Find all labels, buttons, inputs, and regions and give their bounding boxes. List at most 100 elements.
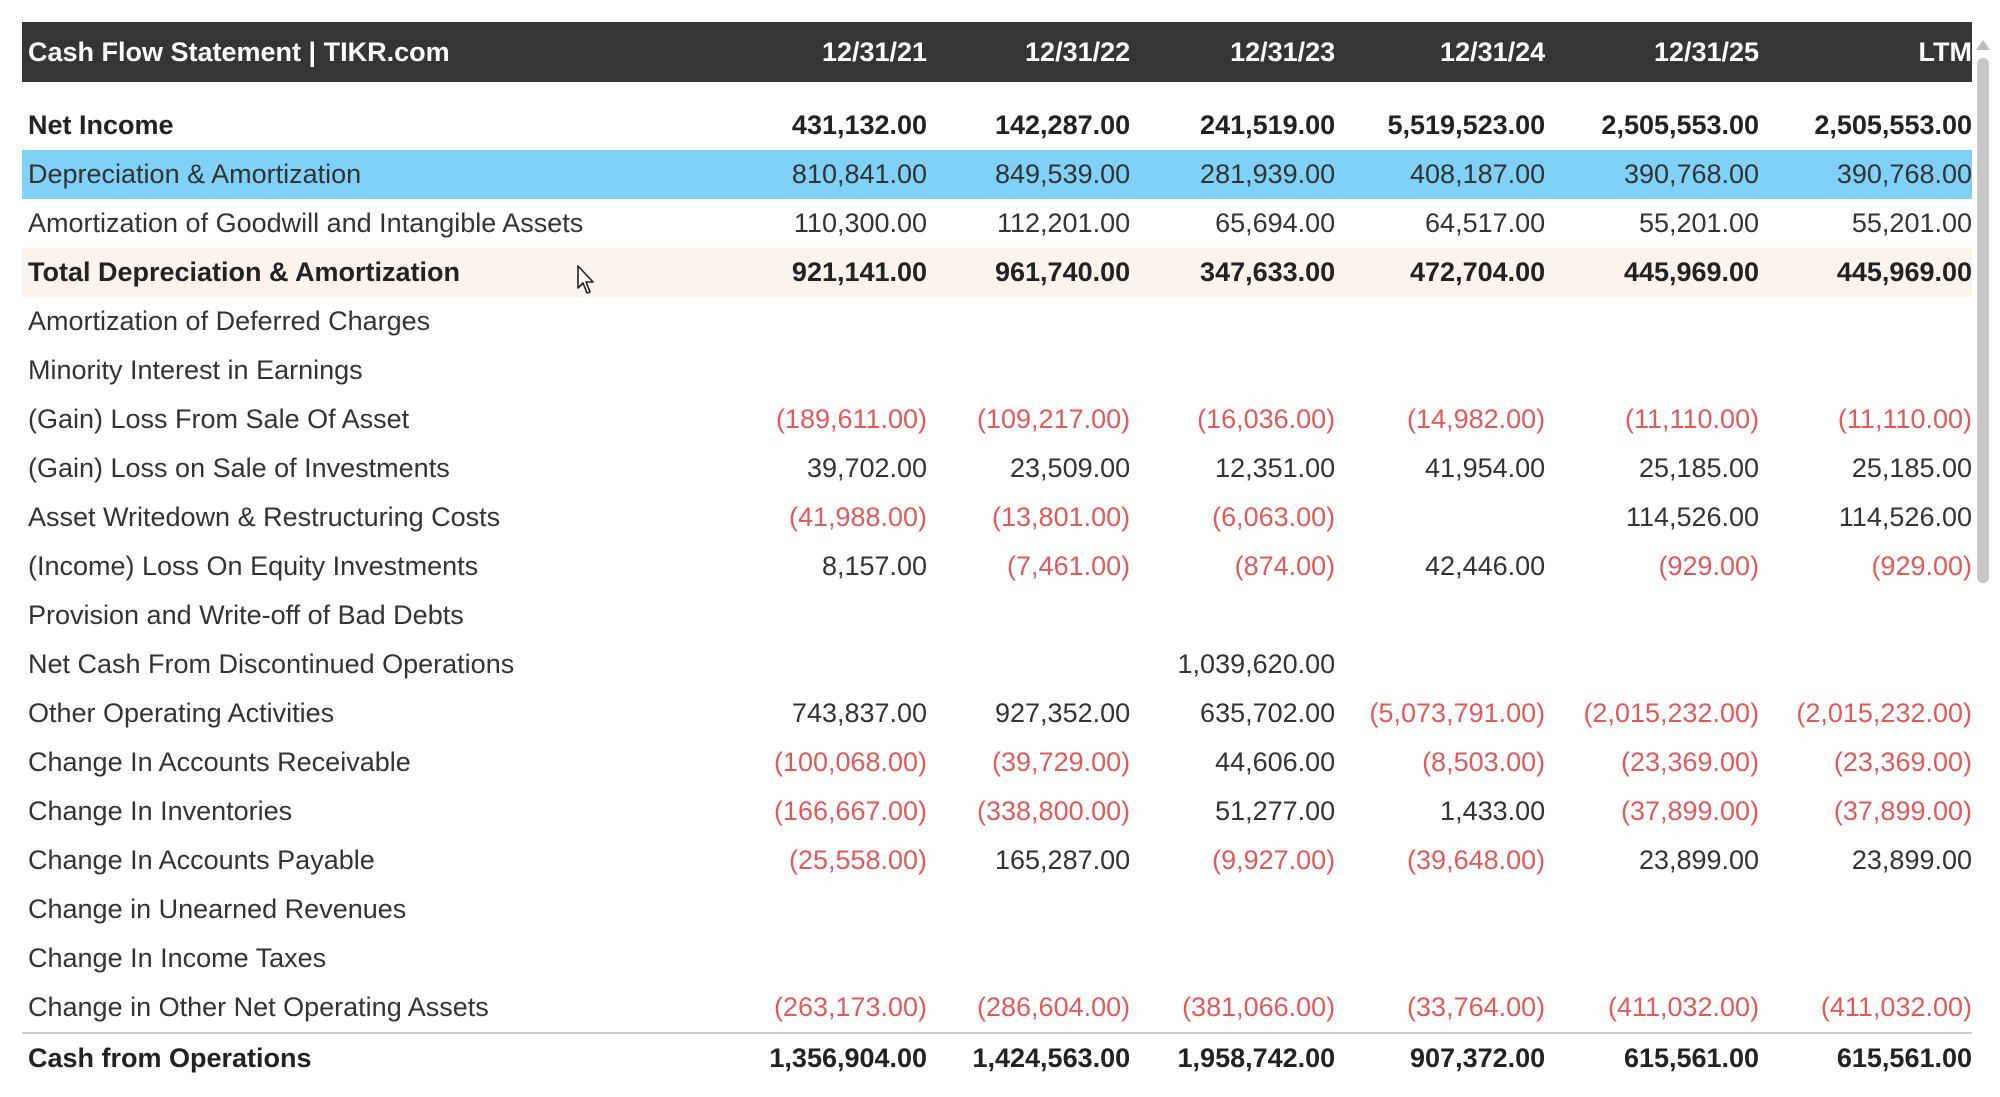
row-value: 743,837.00 <box>791 698 928 728</box>
row-value: 39,702.00 <box>806 453 928 483</box>
vertical-scrollbar[interactable] <box>1976 40 1990 1080</box>
row-value: 408,187.00 <box>1410 159 1546 189</box>
row-value: (37,899.00) <box>1833 796 1973 826</box>
row-label: Cash from Operations <box>28 1043 312 1073</box>
row-value: (166,667.00) <box>773 796 928 826</box>
row-value: 114,526.00 <box>1838 502 1973 532</box>
row-value: (411,032.00) <box>1820 992 1973 1022</box>
table-row[interactable]: Asset Writedown & Restructuring Costs (41… <box>22 493 1972 542</box>
row-label: Depreciation & Amortization <box>28 159 362 189</box>
row-value: 635,702.00 <box>1200 698 1336 728</box>
row-value: 472,704.00 <box>1410 257 1546 287</box>
row-value: 25,185.00 <box>1851 453 1973 483</box>
row-value: 921,141.00 <box>791 257 928 287</box>
row-value: 8,157.00 <box>821 551 928 581</box>
row-label: Change in Other Net Operating Assets <box>28 992 489 1022</box>
row-value: 2,505,553.00 <box>1814 110 1973 140</box>
row-label: (Income) Loss On Equity Investments <box>28 551 479 581</box>
table-body: Net Income 431,132.00 142,287.00 241,519.00… <box>22 101 1972 1083</box>
column-header[interactable]: 12/31/22 <box>1025 36 1131 67</box>
row-value: 2,505,553.00 <box>1601 110 1760 140</box>
row-value: (286,604.00) <box>977 992 1131 1022</box>
row-value: (2,015,232.00) <box>1796 698 1973 728</box>
row-value: 5,519,523.00 <box>1387 110 1546 140</box>
row-value: (37,899.00) <box>1620 796 1760 826</box>
row-label: Other Operating Activities <box>28 698 335 728</box>
row-value: 390,768.00 <box>1836 159 1973 189</box>
row-value: (39,729.00) <box>992 747 1131 777</box>
row-value: (411,032.00) <box>1607 992 1760 1022</box>
row-value: (23,369.00) <box>1620 747 1760 777</box>
row-value: 110,300.00 <box>793 208 928 238</box>
row-label: Minority Interest in Earnings <box>28 355 363 385</box>
table-row[interactable]: (Gain) Loss on Sale of Investments 39,702… <box>22 444 1972 493</box>
column-header[interactable]: 12/31/24 <box>1440 36 1546 67</box>
row-value: 849,539.00 <box>995 159 1131 189</box>
cash-flow-table: Cash Flow Statement | TIKR.com 12/31/21 … <box>22 22 1972 1083</box>
scroll-up-arrow-icon[interactable] <box>1976 40 1990 50</box>
row-value: (11,110.00) <box>1837 404 1973 434</box>
table-row[interactable]: Change in Unearned Revenues <box>22 885 1972 934</box>
row-value: (8,503.00) <box>1422 747 1546 777</box>
table-row[interactable]: Change In Accounts Receivable (100,068.00… <box>22 738 1972 787</box>
row-label: Change In Inventories <box>28 796 293 826</box>
column-header[interactable]: LTM <box>1918 36 1973 67</box>
table-row[interactable]: (Gain) Loss From Sale Of Asset (189,611.0… <box>22 395 1972 444</box>
table-row[interactable]: Other Operating Activities 743,837.00 927,… <box>22 689 1972 738</box>
table-row[interactable]: Total Depreciation & Amortization 921,141… <box>22 248 1972 297</box>
row-value: (338,800.00) <box>977 796 1131 826</box>
scrollbar-thumb[interactable] <box>1977 58 1989 583</box>
table-row[interactable]: (Income) Loss On Equity Investments 8,157… <box>22 542 1972 591</box>
table-row[interactable]: Minority Interest in Earnings <box>22 346 1972 395</box>
table-row[interactable]: Change In Income Taxes <box>22 934 1972 983</box>
table-title: Cash Flow Statement | TIKR.com <box>28 36 450 67</box>
table-row[interactable]: Net Cash From Discontinued Operations 1,0… <box>22 640 1972 689</box>
table-row[interactable]: Change in Other Net Operating Assets (263… <box>22 983 1972 1032</box>
row-label: Total Depreciation & Amortization <box>28 257 461 287</box>
table-row[interactable]: Amortization of Deferred Charges <box>22 297 1972 346</box>
row-value: 51,277.00 <box>1215 796 1336 826</box>
row-value: (263,173.00) <box>773 992 928 1022</box>
row-value: 12,351.00 <box>1215 453 1336 483</box>
table-row[interactable]: Provision and Write-off of Bad Debts <box>22 591 1972 640</box>
row-value: 23,509.00 <box>1010 453 1131 483</box>
row-value: 810,841.00 <box>791 159 928 189</box>
column-header[interactable]: 12/31/23 <box>1230 36 1336 67</box>
row-value: (109,217.00) <box>977 404 1131 434</box>
row-label: Change In Accounts Payable <box>28 845 375 875</box>
row-value: 23,899.00 <box>1638 845 1760 875</box>
row-label: Asset Writedown & Restructuring Costs <box>28 502 501 532</box>
row-label: Amortization of Goodwill and Intangible … <box>28 208 584 238</box>
row-label: Net Income <box>28 110 174 140</box>
row-value: 1,424,563.00 <box>972 1043 1131 1073</box>
table-row[interactable]: Change In Inventories (166,667.00) (338,80… <box>22 787 1972 836</box>
row-value: 64,517.00 <box>1425 208 1546 238</box>
row-value: 431,132.00 <box>791 110 928 140</box>
column-header[interactable]: 12/31/25 <box>1653 36 1760 67</box>
row-value: 25,185.00 <box>1638 453 1760 483</box>
row-value: (23,369.00) <box>1833 747 1973 777</box>
row-value: 1,433.00 <box>1440 796 1546 826</box>
row-value: (14,982.00) <box>1407 404 1546 434</box>
table-row[interactable]: Net Income 431,132.00 142,287.00 241,519.00… <box>22 101 1972 150</box>
row-value: (11,110.00) <box>1624 404 1760 434</box>
column-header[interactable]: 12/31/21 <box>821 36 928 67</box>
row-value: 1,356,904.00 <box>769 1043 928 1073</box>
table-row[interactable]: Cash from Operations 1,356,904.00 1,424,56… <box>22 1032 1972 1083</box>
row-value: 44,606.00 <box>1215 747 1336 777</box>
table-row[interactable]: Amortization of Goodwill and Intangible … <box>22 199 1972 248</box>
row-value: (381,066.00) <box>1182 992 1336 1022</box>
row-value: (100,068.00) <box>773 747 928 777</box>
row-value: (2,015,232.00) <box>1583 698 1760 728</box>
row-label: Provision and Write-off of Bad Debts <box>28 600 464 630</box>
row-value: 112,201.00 <box>997 208 1131 238</box>
row-value: (33,764.00) <box>1407 992 1546 1022</box>
row-value: (7,461.00) <box>1007 551 1131 581</box>
table-row[interactable]: Depreciation & Amortization 810,841.00 849… <box>22 150 1972 199</box>
row-label: Change in Unearned Revenues <box>28 894 407 924</box>
table-row[interactable]: Change In Accounts Payable (25,558.00) 165… <box>22 836 1972 885</box>
row-value: 142,287.00 <box>995 110 1131 140</box>
row-value: 65,694.00 <box>1215 208 1336 238</box>
row-value: 347,633.00 <box>1200 257 1336 287</box>
row-value: (25,558.00) <box>788 845 928 875</box>
